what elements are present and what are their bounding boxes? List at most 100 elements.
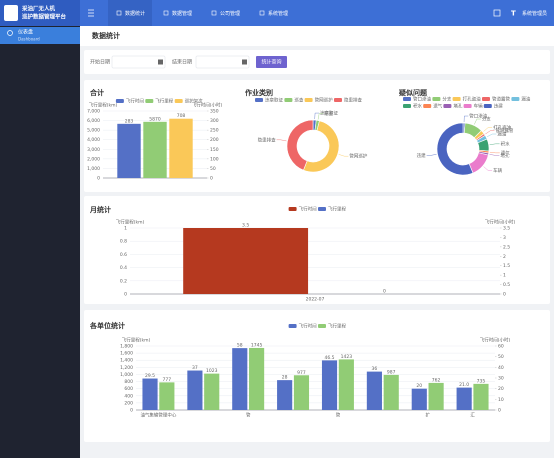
end-date-input[interactable] xyxy=(195,55,250,69)
fullscreen-icon[interactable] xyxy=(493,9,501,17)
y2-axis-title: 飞行时间(小时) xyxy=(192,102,223,109)
legend-swatch xyxy=(288,324,297,328)
nav-item[interactable]: 数据管理 xyxy=(172,10,192,17)
legend-swatch xyxy=(511,97,520,101)
sidebar-sub: Dashboard xyxy=(18,37,40,42)
legend-label: 管网巡护 xyxy=(315,97,333,104)
y-tick-label: 6,000 xyxy=(87,118,100,124)
legend-label: 管道露管 xyxy=(492,96,510,103)
label-line xyxy=(276,139,287,142)
value-label: 28 xyxy=(282,375,288,381)
y-tick-label: 0.2 xyxy=(120,278,127,284)
value-label: 1745 xyxy=(251,342,263,348)
y-axis-title: 飞行里程(km) xyxy=(89,102,118,109)
nav-item[interactable]: 数据统计 xyxy=(125,10,145,17)
y-tick-label: 0 xyxy=(97,176,100,182)
chart-title: 疑似问题 xyxy=(399,88,428,97)
slice-label: 违章取证 xyxy=(320,110,338,117)
legend-label: 违建 xyxy=(494,103,503,110)
slice-label: 积水 xyxy=(501,140,510,147)
nav-icon xyxy=(259,10,265,16)
bar xyxy=(366,371,382,410)
y-tick-label: 0 xyxy=(124,292,127,298)
slice-label: 漏油 xyxy=(497,131,506,138)
legend-swatch xyxy=(452,97,461,101)
slice-label: 车辆 xyxy=(493,167,502,174)
query-button-label[interactable]: 统计查询 xyxy=(261,59,281,66)
value-label: 46.5 xyxy=(325,355,335,361)
slice-label: 管口渗油 xyxy=(469,113,487,120)
value-label: 1023 xyxy=(206,368,218,374)
y2-tick-label: 30 xyxy=(498,376,504,382)
nav-item[interactable]: 公司管理 xyxy=(220,10,240,17)
bar xyxy=(183,228,309,294)
legend-label: 隐患排查 xyxy=(344,97,362,104)
y-tick-label: 1,400 xyxy=(120,358,133,364)
legend-label: 遗气 xyxy=(433,103,442,110)
slice-label: 管网巡护 xyxy=(349,153,367,160)
bar xyxy=(142,378,158,410)
value-label: 3.5 xyxy=(242,223,249,229)
legend-swatch xyxy=(304,98,313,102)
label-line xyxy=(489,154,500,156)
nav-item[interactable]: 系统管理 xyxy=(268,10,288,17)
query-button[interactable] xyxy=(256,56,287,68)
y2-tick-label: 2.5 xyxy=(503,244,510,250)
y2-tick-label: 3 xyxy=(503,235,506,241)
label-line xyxy=(483,127,493,132)
x-tick-label: 管 xyxy=(246,412,251,419)
legend-swatch xyxy=(443,104,452,108)
nav-active[interactable] xyxy=(108,0,152,26)
calendar-icon[interactable] xyxy=(158,59,163,65)
legend-swatch xyxy=(255,98,263,102)
logo-line: 巡护数据管理平台 xyxy=(21,13,67,21)
legend-swatch xyxy=(318,207,326,211)
legend-label: 飞行里程 xyxy=(328,323,346,330)
legend-label: 堵孔 xyxy=(453,103,462,110)
title-bar xyxy=(80,26,554,46)
y-tick-label: 5,000 xyxy=(87,128,100,134)
sidebar-item-active[interactable] xyxy=(0,27,80,44)
legend-swatch xyxy=(174,99,183,103)
x-tick-label: 汇 xyxy=(470,412,475,419)
legend-label: 飞行里程 xyxy=(328,206,346,213)
menu-icon[interactable] xyxy=(88,9,94,17)
legend-swatch xyxy=(432,97,441,101)
slice-label: 管道露管 xyxy=(495,127,513,134)
y2-tick-label: 40 xyxy=(498,365,504,371)
chart-title: 合计 xyxy=(89,88,104,97)
start-date-input[interactable] xyxy=(111,55,166,69)
nav-icon xyxy=(163,10,169,16)
y2-tick-label: 1 xyxy=(503,273,506,279)
y2-tick-label: 0 xyxy=(503,292,506,298)
user-name[interactable]: 系统管理员 xyxy=(522,10,547,17)
y-tick-label: 1,200 xyxy=(120,365,133,371)
label-line xyxy=(489,143,500,145)
bar xyxy=(338,359,354,410)
sidebar-icon xyxy=(7,30,13,36)
pie-slice xyxy=(286,119,314,171)
bar xyxy=(383,374,399,410)
y2-tick-label: 0 xyxy=(498,408,501,414)
legend-label: 飞行里程 xyxy=(155,98,173,105)
slice-label: 巡查 xyxy=(324,110,333,117)
y-tick-label: 3,000 xyxy=(87,147,100,153)
label-line xyxy=(426,154,437,156)
y2-tick-label: 0.5 xyxy=(503,282,510,288)
bar xyxy=(249,347,265,410)
bar xyxy=(143,121,167,178)
avatar[interactable]: T xyxy=(511,10,516,18)
y-tick-label: 7,000 xyxy=(87,109,100,115)
y-tick-label: 400 xyxy=(124,393,133,399)
legend-label: 漏油 xyxy=(521,96,530,103)
value-label: 708 xyxy=(177,113,186,119)
value-label: 735 xyxy=(477,378,486,384)
value-label: 36 xyxy=(372,366,378,372)
y-axis-title: 飞行里程(km) xyxy=(116,219,145,226)
value-label: 20 xyxy=(416,383,422,389)
y-tick-label: 0.8 xyxy=(120,239,127,245)
calendar-icon[interactable] xyxy=(242,59,247,65)
y2-tick-label: 350 xyxy=(210,109,219,115)
x-tick-label: 2022-07 xyxy=(306,297,325,303)
value-label: 987 xyxy=(387,369,396,375)
